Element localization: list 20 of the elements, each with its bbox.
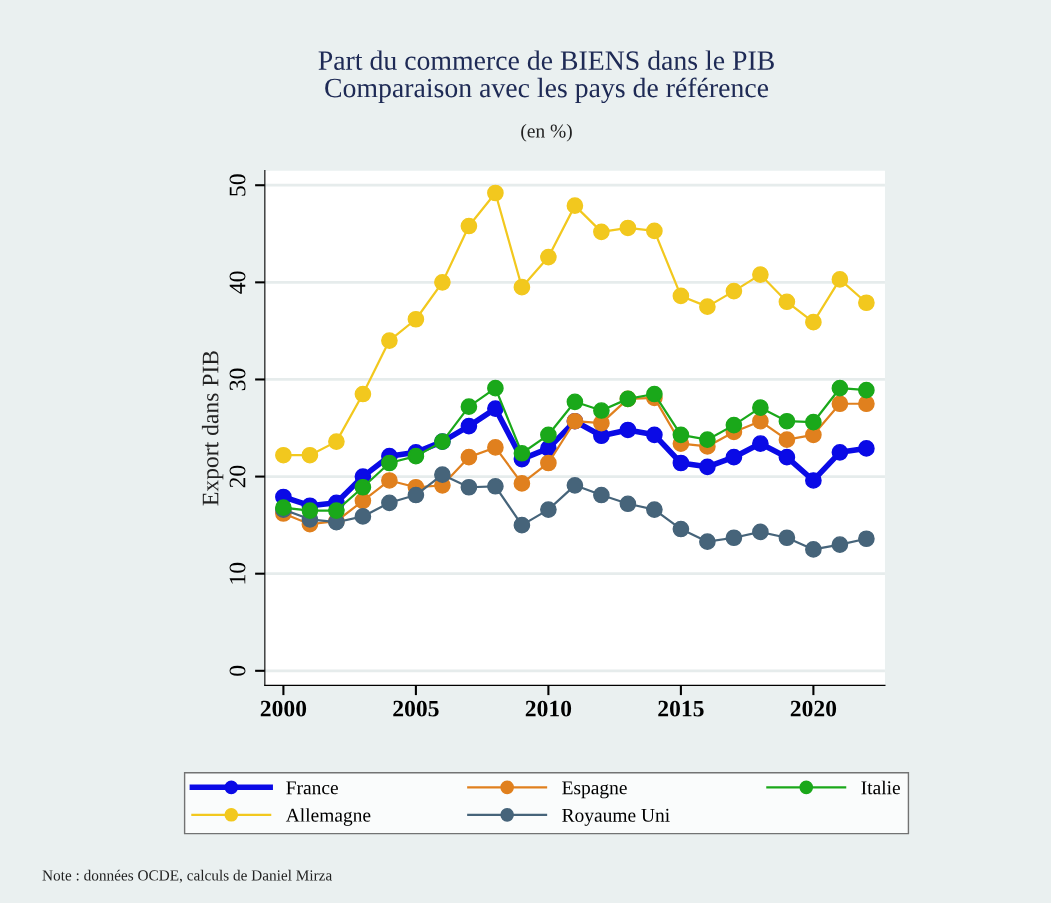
y-tick-label: 0 [229,665,246,676]
text: Note : données OCDE, calculs de Daniel Mirza [42,869,333,883]
x-tick-label: 2015 [658,700,704,717]
legend-label: Espagne [562,781,627,799]
y-axis-title: Export dans PIB [201,351,224,506]
legend-label: Allemagne [285,808,371,826]
x-tick-label: 2000 [260,700,307,717]
y-tick-label: 50 [229,174,246,196]
y-tick-label: 40 [229,271,246,294]
chart-title: Part du commerce de BIENS dans le PIB Comparaison avec les pays de référence [318,50,774,104]
x-tick-label: 2005 [393,700,439,717]
y-tick-label: 30 [229,368,246,391]
x-tick-label: 2010 [525,700,572,717]
chart-subtitle: (en %) [521,123,572,142]
legend-label: Royaume Uni [562,808,670,826]
legend-label: Italie [861,780,900,795]
y-tick-label: 10 [229,562,246,584]
legend-label: France [286,781,338,795]
y-tick-label: 20 [229,465,246,488]
x-tick-label: 2020 [790,700,837,717]
